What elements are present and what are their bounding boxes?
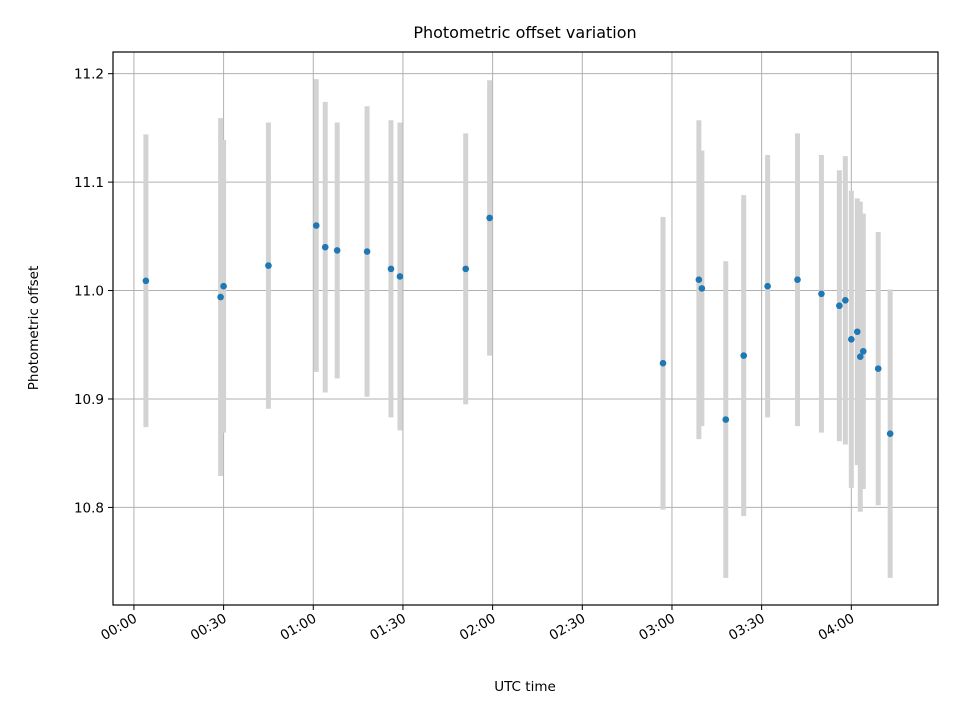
data-point <box>220 282 227 290</box>
data-point <box>848 336 855 343</box>
data-point <box>818 290 825 298</box>
y-tick-label: 11.1 <box>74 175 104 191</box>
data-point <box>486 214 493 222</box>
data-point <box>387 265 395 273</box>
data-point <box>695 276 703 284</box>
y-axis: 10.8 10.9 11.0 11.1 11.2 <box>74 67 113 516</box>
data-point <box>856 353 864 360</box>
y-tick-label: 11.2 <box>74 67 104 83</box>
y-tick-label: 10.9 <box>74 392 104 408</box>
data-point <box>265 262 272 269</box>
x-axis-label: UTC time <box>494 679 556 695</box>
y-axis-label: Photometric offset <box>26 266 42 390</box>
data-point <box>874 365 882 372</box>
data-point <box>853 328 861 336</box>
data-point <box>217 293 224 301</box>
chart-title: Photometric offset variation <box>413 23 636 42</box>
plot-frame <box>112 51 939 606</box>
data-point <box>842 297 849 304</box>
y-tick-label: 10.8 <box>74 500 104 516</box>
data-points <box>142 214 894 437</box>
data-point <box>794 276 801 284</box>
data-point <box>886 430 894 437</box>
y-tick-label: 11.0 <box>74 284 104 300</box>
data-point <box>764 282 771 290</box>
data-point <box>312 222 320 229</box>
data-point <box>659 359 667 367</box>
data-point <box>462 265 470 273</box>
data-point <box>836 302 843 310</box>
data-point <box>698 285 706 292</box>
data-point <box>333 247 341 254</box>
data-point <box>859 347 867 355</box>
data-point <box>740 352 748 359</box>
data-point <box>363 248 371 255</box>
grid <box>113 52 938 605</box>
data-point <box>722 416 730 423</box>
data-point <box>321 243 329 251</box>
data-point <box>142 277 150 285</box>
data-point <box>396 273 404 280</box>
